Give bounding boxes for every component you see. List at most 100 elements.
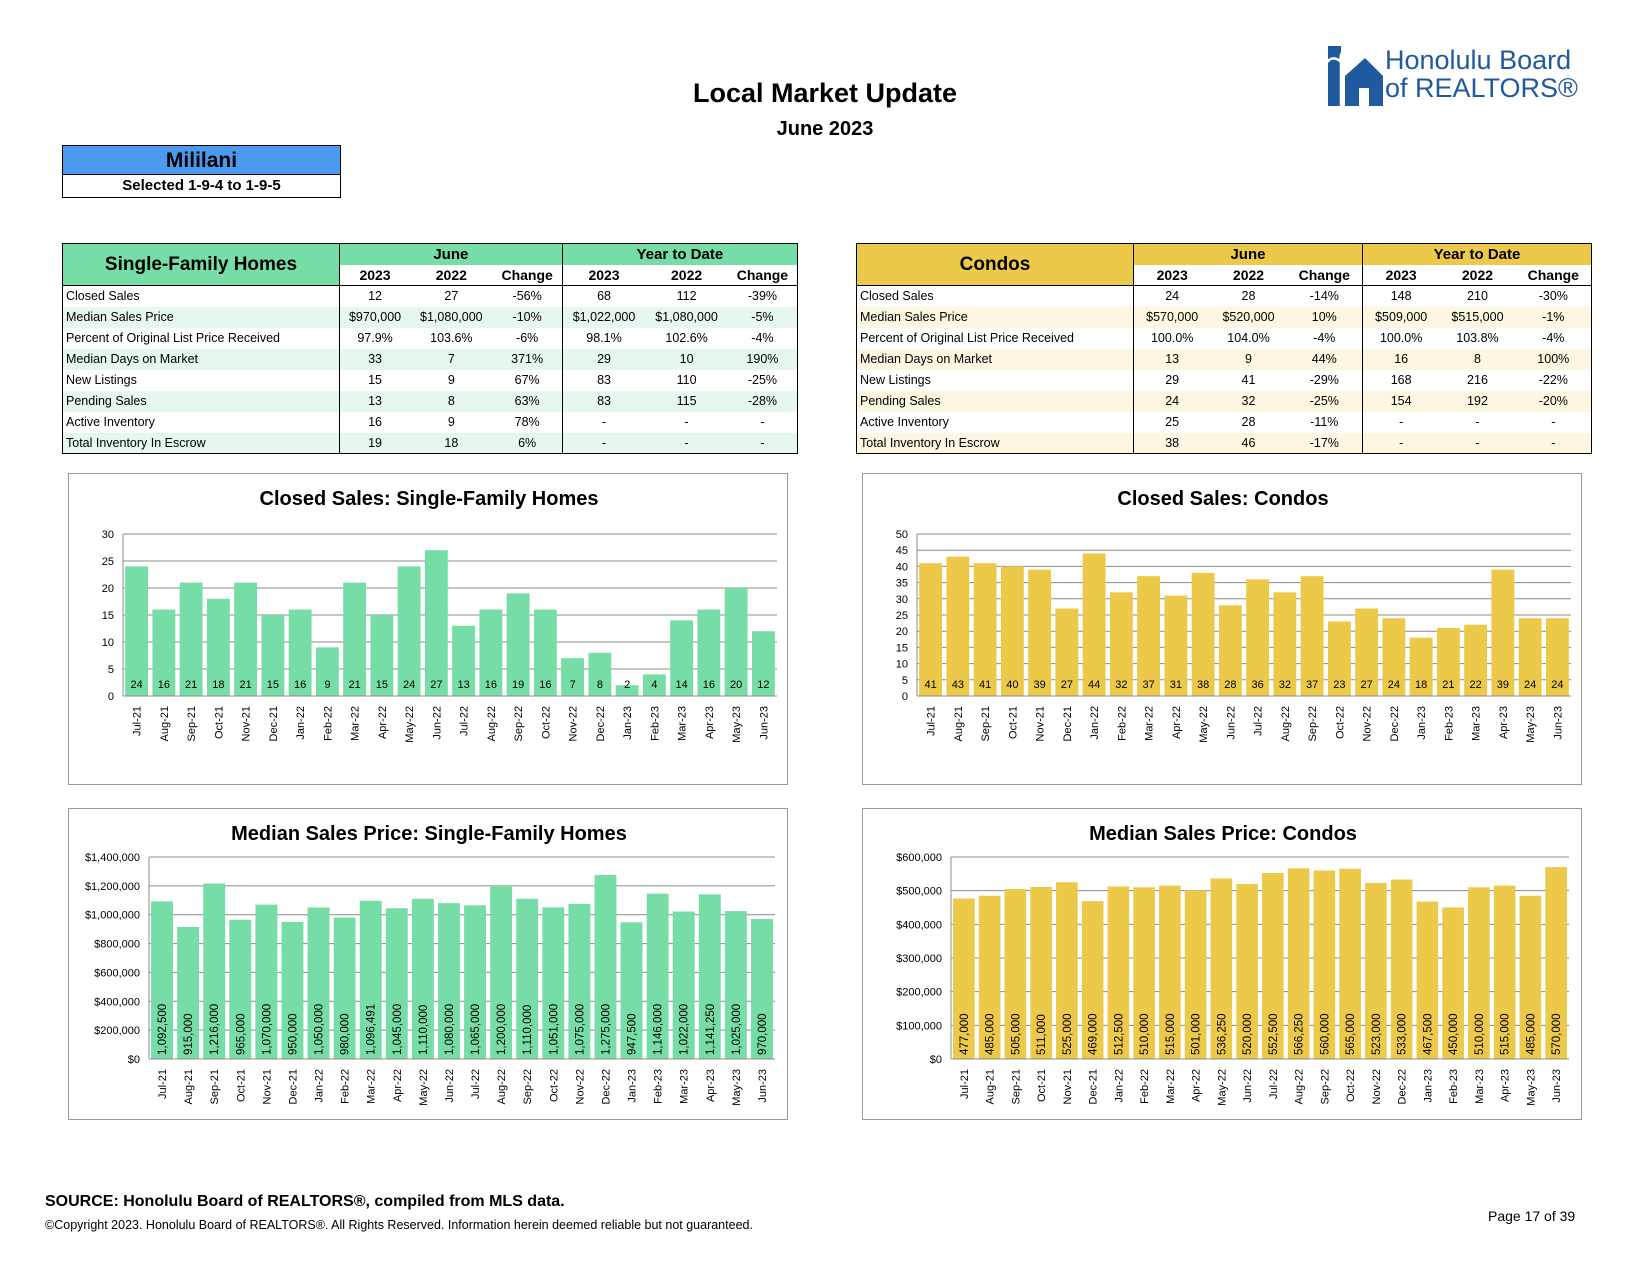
bar (1273, 592, 1297, 696)
data-label: 525,000 (1062, 1013, 1074, 1055)
x-tick-label: Nov-22 (1362, 706, 1374, 741)
table-cell: 6% (492, 432, 563, 454)
table-cell: -1% (1515, 306, 1592, 328)
x-tick-label: Jul-21 (959, 1069, 971, 1099)
table-cell: -56% (492, 285, 563, 307)
y-tick-label: 20 (896, 626, 908, 638)
bar (179, 582, 203, 696)
data-label: 505,000 (1010, 1013, 1022, 1055)
bar (1355, 608, 1379, 696)
table-cell: - (1515, 411, 1592, 433)
source-note: SOURCE: Honolulu Board of REALTORS®, com… (45, 1193, 565, 1210)
table-cell: $1,080,000 (410, 306, 493, 328)
x-tick-label: Mar-23 (677, 706, 689, 741)
x-tick-label: Sep-22 (513, 706, 525, 741)
row-label: Pending Sales (62, 390, 340, 412)
bar (1210, 878, 1233, 1059)
table-row: Total Inventory In Escrow 19 18 6% - - - (62, 432, 798, 454)
y-tick-label: 15 (896, 642, 908, 654)
data-label: 477,000 (959, 1013, 971, 1055)
col-header: Change (1515, 264, 1592, 286)
bar (234, 582, 258, 696)
table-cell: -5% (727, 306, 798, 328)
table-cell: - (1439, 432, 1516, 454)
data-label: 36 (1252, 679, 1264, 691)
x-tick-label: Oct-21 (235, 1069, 247, 1102)
bar (1184, 890, 1207, 1059)
data-label: 15 (376, 679, 388, 691)
col-header: 2023 (1362, 264, 1440, 286)
x-tick-label: Apr-23 (704, 706, 716, 739)
bar (229, 919, 252, 1059)
x-tick-label: Nov-22 (1371, 1069, 1383, 1104)
bar (1056, 882, 1078, 1059)
x-tick-label: Jun-22 (1242, 1069, 1254, 1103)
y-tick-label: $0 (128, 1054, 140, 1066)
bar (1468, 887, 1490, 1059)
table-cell: 15 (368, 373, 382, 387)
row-label: Pending Sales (856, 390, 1134, 412)
data-label: 18 (1415, 679, 1427, 691)
x-tick-label: Feb-22 (1139, 1069, 1151, 1104)
bar (1000, 566, 1024, 696)
bar (1164, 595, 1188, 696)
bar (1390, 879, 1413, 1059)
table-cell: 100.0% (1150, 331, 1194, 345)
data-label: 16 (539, 679, 551, 691)
x-tick-label: Apr-23 (705, 1069, 717, 1102)
bar (1545, 618, 1569, 696)
table-cell: 154 (1362, 390, 1440, 412)
data-label: 533,000 (1397, 1013, 1409, 1055)
bar (978, 895, 1001, 1059)
x-tick-label: Dec-22 (1397, 1069, 1409, 1104)
table-row: Median Days on Market 33 7 371% 29 10 190% (62, 348, 798, 370)
data-label: 1,216,000 (209, 1004, 221, 1055)
bar (255, 904, 278, 1059)
table-cell: - (562, 432, 646, 454)
bar (672, 911, 695, 1059)
sfr-month-header: June (339, 243, 563, 265)
data-label: 41 (979, 679, 991, 691)
condo-category-header: Condos (856, 243, 1134, 286)
table-cell: 63% (492, 390, 563, 412)
data-label: 1,200,000 (496, 1004, 508, 1055)
x-tick-label: Apr-22 (392, 1069, 404, 1102)
x-tick-label: Nov-22 (568, 706, 580, 741)
x-tick-label: Jan-22 (1089, 706, 1101, 740)
table-cell: 16 (368, 415, 382, 429)
y-tick-label: $200,000 (896, 987, 942, 999)
data-label: 523,000 (1371, 1013, 1383, 1055)
x-tick-label: May-23 (1525, 706, 1537, 743)
condo-ytd-header: Year to Date (1361, 243, 1593, 265)
data-label: 37 (1306, 679, 1318, 691)
x-tick-label: May-23 (731, 706, 743, 743)
x-tick-label: Feb-22 (1116, 706, 1128, 741)
table-cell: 29 (1165, 373, 1180, 387)
data-label: 38 (1197, 679, 1209, 691)
data-label: 24 (403, 679, 415, 691)
y-tick-label: $200,000 (94, 1025, 140, 1037)
chart-title: Closed Sales: Condos (1117, 488, 1328, 510)
x-tick-label: Nov-21 (1035, 706, 1047, 741)
data-label: 18 (212, 679, 224, 691)
bar (307, 907, 330, 1059)
logo-line2: of REALTORS® (1385, 73, 1578, 103)
area-box: Mililani Selected 1-9-4 to 1-9-5 (62, 145, 341, 198)
x-tick-label: Jan-23 (1416, 706, 1428, 740)
bar (615, 685, 639, 696)
x-tick-label: Aug-22 (486, 706, 498, 741)
table-cell: $570,000 (1133, 306, 1211, 328)
data-label: 1,070,000 (261, 1004, 273, 1055)
data-label: 950,000 (287, 1013, 299, 1055)
data-label: 570,000 (1551, 1013, 1563, 1055)
x-tick-label: May-22 (418, 1069, 430, 1106)
bar (1313, 870, 1336, 1059)
y-tick-label: $1,200,000 (85, 881, 140, 893)
table-cell: 46 (1210, 432, 1287, 454)
y-tick-label: $400,000 (896, 919, 942, 931)
table-cell: 10 (645, 348, 728, 370)
col-header: Change (1286, 264, 1363, 286)
row-label: Active Inventory (62, 411, 340, 433)
table-cell: 8 (410, 390, 493, 412)
data-label: 12 (757, 679, 769, 691)
